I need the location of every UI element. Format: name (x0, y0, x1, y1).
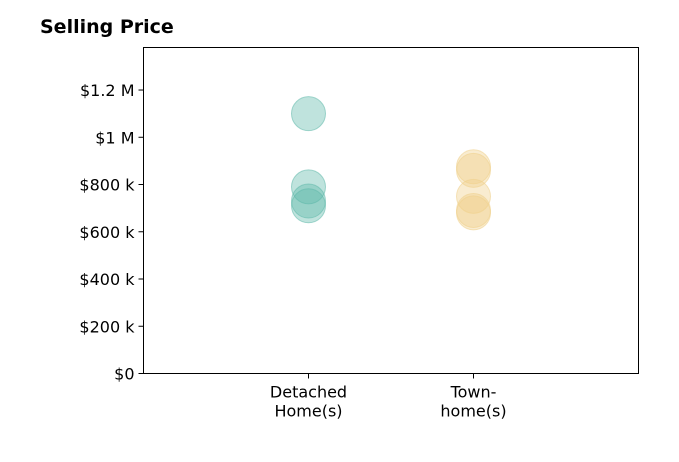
plot-frame (143, 47, 639, 374)
x-tick-label: Town-home(s) (440, 383, 506, 421)
y-tick-label: $200 k (79, 317, 135, 336)
data-point (291, 96, 326, 132)
y-tick-label: $1 M (95, 128, 134, 147)
x-tick-label: Detached Home(s) (270, 383, 347, 421)
data-point (291, 169, 326, 205)
y-tick-label: $600 k (79, 223, 135, 242)
data-point (291, 188, 326, 224)
y-tick-label: $800 k (79, 176, 135, 195)
y-tick-label: $400 k (79, 270, 135, 289)
data-point (456, 152, 491, 188)
chart-title: Selling Price (40, 16, 174, 38)
data-point (456, 195, 491, 231)
y-tick-label: $1.2 M (80, 81, 135, 100)
y-tick-label: $0 (114, 365, 134, 384)
data-point (291, 183, 326, 219)
